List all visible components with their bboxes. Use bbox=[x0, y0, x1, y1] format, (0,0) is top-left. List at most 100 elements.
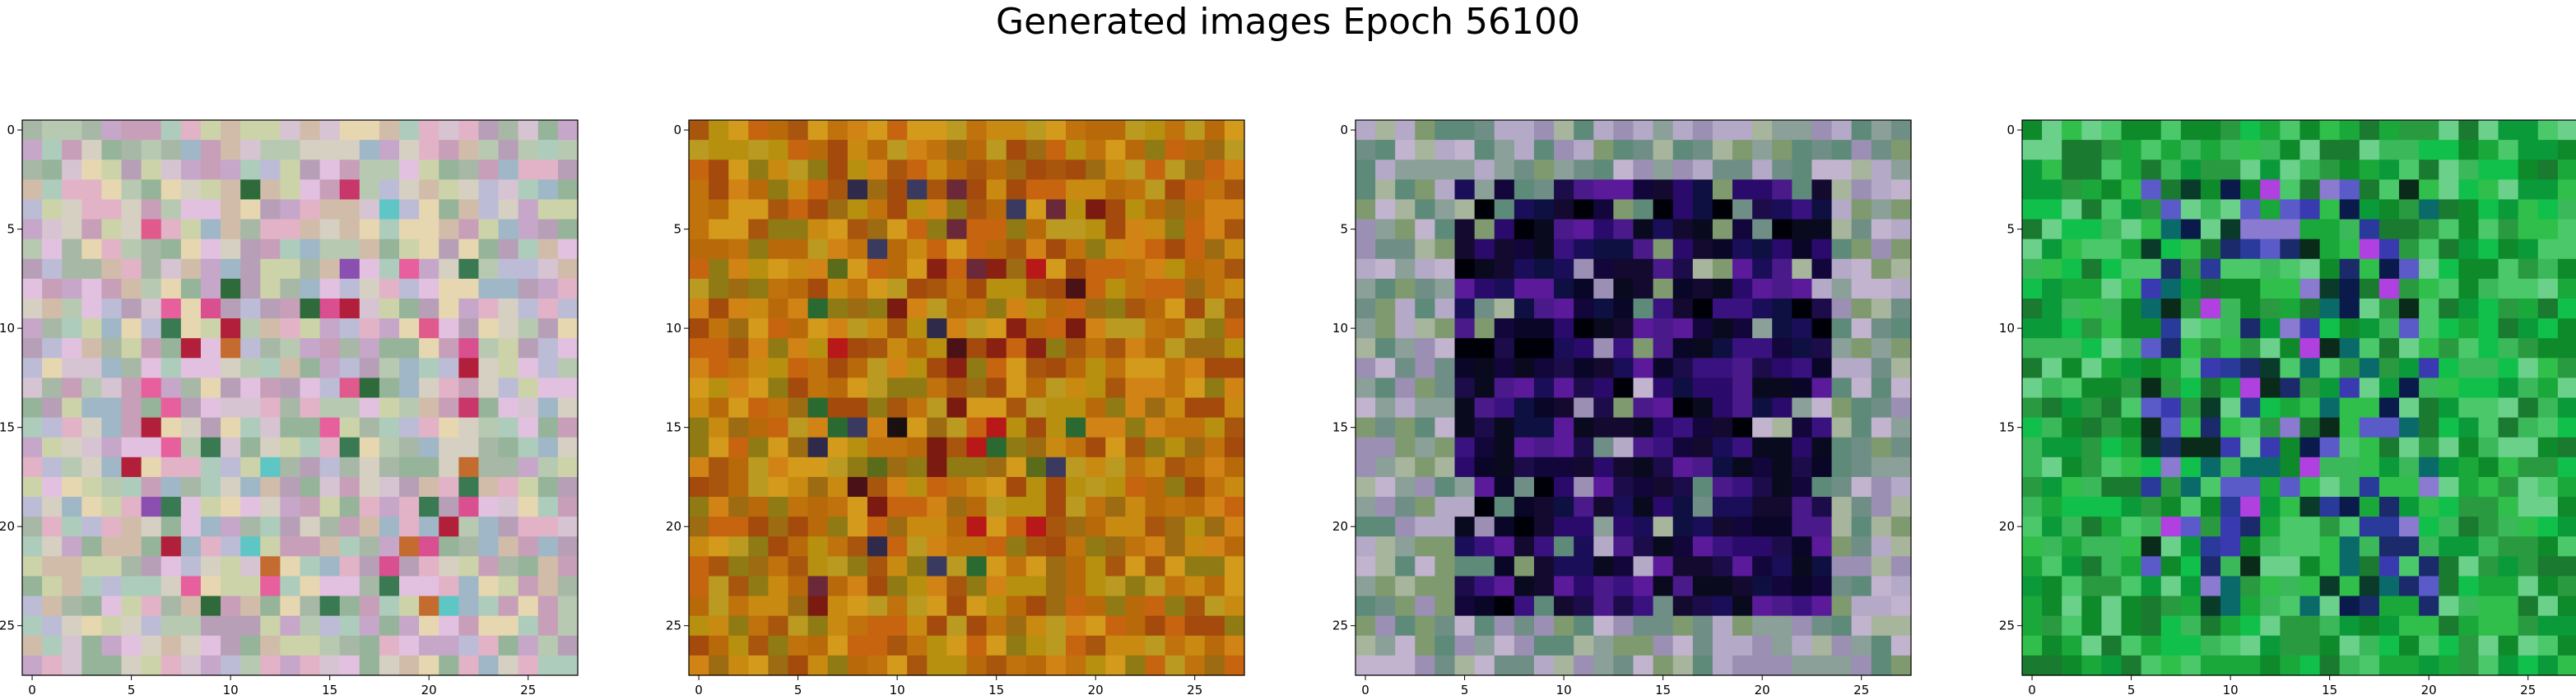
heatmap-cell bbox=[1732, 497, 1753, 517]
heatmap-cell bbox=[2419, 179, 2439, 201]
heatmap-cell bbox=[1006, 397, 1027, 419]
heatmap-cell bbox=[2518, 517, 2539, 537]
heatmap-cell bbox=[966, 437, 988, 458]
heatmap-cell bbox=[22, 219, 43, 240]
heatmap-cell bbox=[1554, 318, 1574, 339]
heatmap-cell bbox=[1871, 140, 1892, 160]
heatmap-cell bbox=[1494, 140, 1515, 160]
heatmap-cell bbox=[260, 437, 281, 458]
heatmap-cell bbox=[180, 476, 202, 498]
heatmap-cell bbox=[62, 179, 82, 201]
heatmap-cell bbox=[81, 536, 103, 557]
heatmap-cell bbox=[1593, 378, 1614, 399]
heatmap-cell bbox=[1752, 120, 1773, 141]
heatmap-cell bbox=[2359, 456, 2380, 478]
heatmap-cell bbox=[1772, 397, 1793, 419]
heatmap-cell bbox=[827, 160, 849, 180]
heatmap-cell bbox=[221, 476, 241, 498]
heatmap-cell bbox=[2220, 239, 2241, 260]
heatmap-cell bbox=[2478, 298, 2499, 319]
heatmap-cell bbox=[2458, 298, 2480, 319]
heatmap-cell bbox=[1434, 635, 1456, 656]
heatmap-cell bbox=[946, 615, 968, 637]
heatmap-cell bbox=[847, 517, 868, 537]
heatmap-cell bbox=[240, 219, 261, 240]
heatmap-cell bbox=[1434, 417, 1456, 438]
heatmap-cell bbox=[1006, 258, 1027, 280]
heatmap-cell bbox=[518, 556, 539, 577]
heatmap-cell bbox=[2359, 615, 2380, 637]
heatmap-cell bbox=[2478, 318, 2499, 339]
heatmap-cell bbox=[1474, 338, 1495, 359]
heatmap-cell bbox=[379, 199, 400, 220]
heatmap-cell bbox=[1125, 437, 1146, 458]
heatmap-cell bbox=[1533, 239, 1555, 260]
heatmap-cell bbox=[200, 219, 221, 240]
heatmap-cell bbox=[946, 378, 968, 399]
heatmap-cell bbox=[788, 298, 809, 319]
heatmap-cell bbox=[1613, 497, 1634, 517]
heatmap-cell bbox=[557, 437, 579, 458]
heatmap-cell bbox=[946, 358, 968, 378]
heatmap-cell bbox=[2280, 556, 2301, 577]
heatmap-cell bbox=[1574, 278, 1594, 299]
heatmap-cell bbox=[748, 615, 770, 637]
heatmap-cell bbox=[2042, 179, 2062, 201]
heatmap-cell bbox=[2022, 318, 2043, 339]
heatmap-cell bbox=[22, 615, 43, 637]
heatmap-cell bbox=[1752, 655, 1773, 676]
heatmap-cell bbox=[537, 497, 559, 517]
heatmap-cell bbox=[2399, 179, 2420, 201]
heatmap-cell bbox=[827, 199, 849, 220]
heatmap-cell bbox=[986, 497, 1007, 517]
heatmap-cell bbox=[141, 595, 162, 617]
heatmap-cell bbox=[1415, 476, 1436, 498]
heatmap-cells bbox=[689, 120, 1245, 676]
heatmap-cell bbox=[1851, 179, 1872, 201]
heatmap-cell bbox=[1355, 397, 1376, 419]
heatmap-cell bbox=[1851, 338, 1872, 359]
heatmap-cell bbox=[319, 497, 341, 517]
heatmap-cell bbox=[2121, 456, 2142, 478]
heatmap-cell bbox=[1613, 595, 1634, 617]
heatmap-cell bbox=[379, 219, 400, 240]
heatmap-cell bbox=[709, 556, 729, 577]
heatmap-cell bbox=[537, 536, 559, 557]
heatmap-cell bbox=[986, 595, 1007, 617]
heatmap-cell bbox=[2537, 615, 2559, 637]
heatmap-cell bbox=[827, 497, 849, 517]
heatmap-cell bbox=[1145, 239, 1166, 260]
heatmap-cell bbox=[200, 456, 221, 478]
heatmap-cell bbox=[557, 338, 579, 359]
heatmap-cell bbox=[101, 417, 123, 438]
heatmap-cell bbox=[2200, 456, 2221, 478]
heatmap-cell bbox=[827, 536, 849, 557]
heatmap-cell bbox=[1533, 338, 1555, 359]
heatmap-cell bbox=[439, 258, 459, 280]
heatmap-cell bbox=[728, 556, 749, 577]
heatmap-cell bbox=[788, 476, 809, 498]
heatmap-cell bbox=[121, 635, 142, 656]
heatmap-cell bbox=[1533, 476, 1555, 498]
heatmap-cell bbox=[1145, 160, 1166, 180]
heatmap-cell bbox=[2180, 278, 2202, 299]
heatmap-cell bbox=[1204, 358, 1225, 378]
heatmap-cell bbox=[1204, 476, 1225, 498]
heatmap-cell bbox=[280, 456, 301, 478]
heatmap-cell bbox=[2399, 417, 2420, 438]
heatmap-cell bbox=[2458, 120, 2480, 141]
heatmap-cell bbox=[537, 378, 559, 399]
heatmap-cell bbox=[1145, 576, 1166, 597]
heatmap-cell bbox=[160, 397, 182, 419]
heatmap-cell bbox=[180, 258, 202, 280]
heatmap-cell bbox=[1105, 318, 1126, 339]
heatmap-cell bbox=[2299, 615, 2321, 637]
heatmap-cell bbox=[1712, 239, 1733, 260]
heatmap-cell bbox=[2042, 120, 2062, 141]
heatmap-cell bbox=[2557, 635, 2576, 656]
heatmap-cell bbox=[2200, 278, 2221, 299]
heatmap-cell bbox=[1355, 417, 1376, 438]
heatmap-cell bbox=[1831, 318, 1853, 339]
heatmap-cell bbox=[1831, 239, 1853, 260]
heatmap-cell bbox=[2498, 497, 2519, 517]
